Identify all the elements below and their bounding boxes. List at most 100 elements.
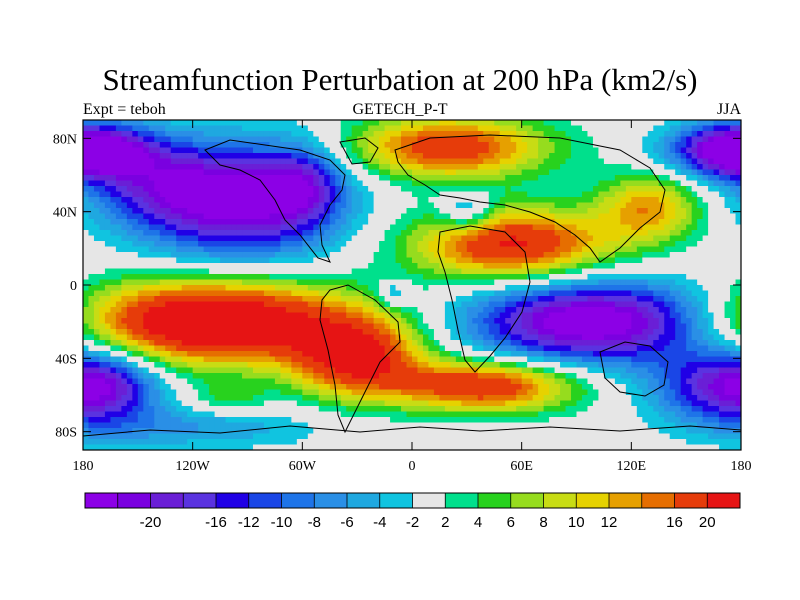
field-cell: [516, 290, 523, 297]
field-cell: [560, 290, 567, 297]
field-cell: [302, 257, 309, 264]
field-cell: [735, 307, 741, 314]
field-cell: [450, 241, 457, 248]
field-cell: [488, 230, 495, 237]
field-cell: [335, 142, 342, 149]
field-cell: [126, 147, 133, 154]
field-cell: [362, 329, 369, 336]
field-cell: [137, 263, 144, 270]
field-cell: [565, 175, 572, 182]
field-cell: [379, 169, 386, 176]
field-cell: [631, 268, 638, 275]
field-cell: [412, 340, 419, 347]
field-cell: [691, 219, 698, 226]
field-cell: [192, 202, 199, 209]
field-cell: [647, 197, 654, 204]
field-cell: [444, 263, 451, 270]
field-cell: [351, 224, 358, 231]
field-cell: [110, 147, 117, 154]
field-cell: [477, 158, 484, 165]
field-cell: [647, 142, 654, 149]
field-cell: [137, 136, 144, 143]
field-cell: [93, 345, 101, 352]
field-cell: [554, 136, 561, 143]
field-cell: [444, 213, 451, 220]
field-cell: [554, 252, 561, 259]
field-cell: [581, 318, 589, 325]
field-cell: [636, 312, 643, 319]
field-cell: [390, 169, 397, 176]
field-cell: [313, 213, 320, 220]
field-cell: [708, 257, 715, 264]
field-cell: [592, 147, 600, 154]
field-cell: [527, 153, 534, 160]
field-cell: [433, 120, 441, 127]
field-cell: [93, 274, 101, 281]
field-cell: [538, 169, 545, 176]
field-cell: [669, 329, 676, 336]
field-cell: [362, 285, 369, 292]
field-cell: [691, 334, 698, 341]
field-cell: [549, 120, 556, 127]
field-cell: [653, 219, 660, 226]
field-cell: [263, 197, 271, 204]
field-cell: [477, 191, 484, 198]
field-cell: [730, 318, 737, 325]
field-cell: [713, 257, 720, 264]
field-cell: [571, 131, 578, 138]
field-cell: [642, 274, 649, 281]
field-cell: [433, 125, 441, 132]
field-cell: [110, 219, 117, 226]
field-cell: [252, 323, 260, 330]
field-cell: [296, 263, 303, 270]
field-cell: [516, 175, 523, 182]
field-cell: [313, 197, 320, 204]
field-cell: [560, 158, 567, 165]
field-cell: [620, 230, 627, 237]
field-cell: [730, 169, 737, 176]
field-cell: [719, 131, 726, 138]
field-cell: [702, 329, 709, 336]
field-cell: [477, 263, 484, 270]
field-cell: [494, 175, 501, 182]
field-cell: [521, 142, 528, 149]
field-cell: [538, 307, 545, 314]
field-cell: [159, 329, 166, 336]
field-cell: [401, 263, 408, 270]
field-cell: [313, 257, 320, 264]
field-cell: [631, 323, 638, 330]
field-cell: [603, 235, 610, 242]
field-cell: [148, 213, 155, 220]
field-cell: [280, 120, 287, 127]
field-cell: [187, 224, 194, 231]
field-cell: [137, 142, 144, 149]
field-cell: [571, 323, 578, 330]
field-cell: [675, 164, 682, 171]
field-cell: [571, 120, 578, 127]
field-cell: [433, 329, 441, 336]
field-cell: [532, 340, 539, 347]
field-cell: [433, 274, 441, 281]
field-cell: [483, 158, 490, 165]
field-cell: [571, 252, 578, 259]
field-cell: [603, 230, 610, 237]
field-cell: [258, 191, 265, 198]
field-cell: [285, 340, 292, 347]
field-cell: [455, 142, 462, 149]
field-cell: [609, 202, 616, 209]
field-cell: [357, 263, 364, 270]
field-cell: [499, 136, 506, 143]
field-cell: [115, 241, 122, 248]
field-cell: [384, 191, 391, 198]
field-cell: [203, 334, 210, 341]
field-cell: [516, 191, 523, 198]
field-cell: [313, 246, 320, 253]
field-cell: [412, 252, 419, 259]
field-cell: [516, 268, 523, 275]
field-cell: [653, 186, 660, 193]
field-cell: [664, 202, 671, 209]
field-cell: [505, 307, 512, 314]
field-cell: [422, 329, 430, 336]
field-cell: [686, 125, 693, 132]
field-cell: [647, 263, 654, 270]
